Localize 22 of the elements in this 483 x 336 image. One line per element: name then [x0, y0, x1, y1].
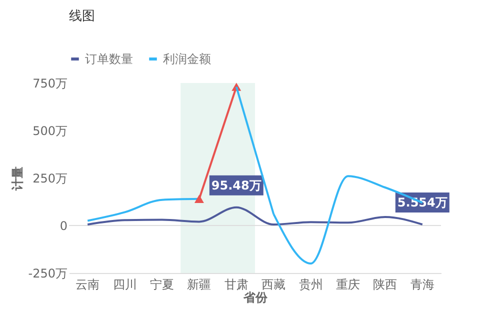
- x-tick-label: 陕西: [373, 278, 398, 292]
- chart-title: 线图: [69, 9, 95, 24]
- data-label: 95.48万: [211, 178, 262, 192]
- x-tick-label: 贵州: [298, 278, 323, 292]
- y-tick-label: 750万: [32, 76, 68, 90]
- x-tick-label: 云南: [76, 278, 100, 292]
- x-tick-label: 甘肃: [224, 278, 248, 292]
- y-axis-title: 计量: [10, 166, 24, 192]
- x-tick-label: 西藏: [262, 278, 286, 292]
- y-tick-label: 250万: [32, 172, 68, 186]
- y-tick-label: -250万: [28, 266, 68, 280]
- legend-label: 订单数量: [85, 52, 133, 66]
- x-tick-label: 青海: [410, 278, 434, 292]
- x-tick-label: 新疆: [187, 278, 212, 292]
- y-tick-label: 500万: [32, 124, 68, 138]
- line-series: [86, 206, 424, 226]
- x-tick-label: 四川: [112, 278, 137, 292]
- x-tick-label: 重庆: [336, 278, 360, 292]
- y-tick-label: 0: [60, 219, 68, 233]
- x-tick-label: 宁夏: [150, 278, 174, 292]
- x-axis-title: 省份: [242, 290, 268, 304]
- legend-label: 利润金额: [163, 52, 211, 66]
